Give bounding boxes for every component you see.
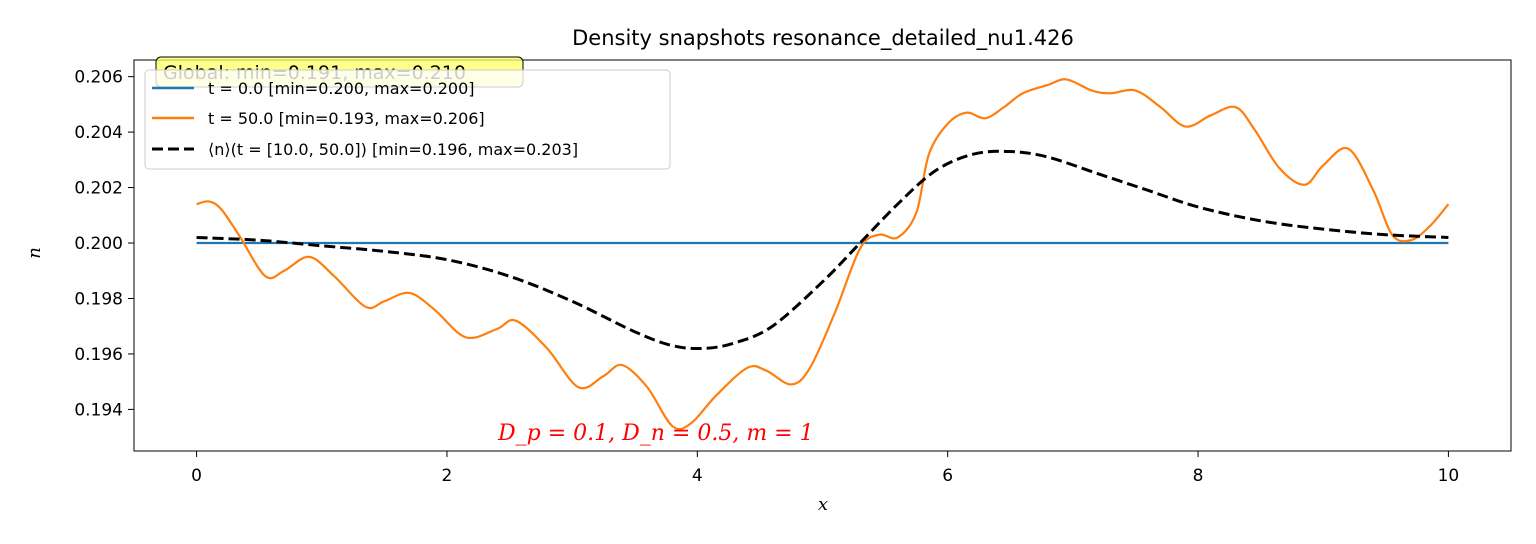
x-tick-label: 8 [1193,466,1204,486]
y-axis-label: n [24,247,45,259]
legend-entry-t0: t = 0.0 [min=0.200, max=0.200] [208,79,475,98]
x-tick-label: 0 [191,466,202,486]
series-line-mean [196,149,1449,351]
plot-frame [133,59,1512,452]
y-tick-label: 0.200 [74,234,123,254]
chart-title: Density snapshots resonance_detailed_nu1… [572,26,1074,51]
x-axis-label: x [818,494,828,515]
y-tick-label: 0.206 [74,68,123,88]
x-axis: 0 2 4 6 8 10 [191,451,1459,486]
legend: t = 0.0 [min=0.200, max=0.200] t = 50.0 … [144,69,671,170]
legend-frame [144,69,671,170]
plot-area [133,59,1512,452]
legend-entry-mean: ⟨n⟩(t = [10.0, 50.0]) [min=0.196, max=0.… [208,140,578,159]
y-tick-label: 0.202 [74,179,123,199]
legend-entry-t50: t = 50.0 [min=0.193, max=0.206] [208,109,485,128]
y-tick-label: 0.194 [74,400,123,420]
x-tick-label: 2 [442,466,453,486]
x-tick-label: 6 [942,466,953,486]
series-line-t50 [196,78,1450,431]
parameter-annotation: D_p = 0.1, D_n = 0.5, m = 1 [497,421,814,446]
y-tick-label: 0.196 [74,345,123,365]
x-tick-label: 4 [692,466,703,486]
y-tick-label: 0.204 [74,123,123,143]
x-tick-label: 10 [1438,466,1460,486]
y-axis: 0.194 0.196 0.198 0.200 0.202 0.204 0.206 [74,68,134,420]
series-layer [196,78,1450,431]
y-tick-label: 0.198 [74,289,123,309]
